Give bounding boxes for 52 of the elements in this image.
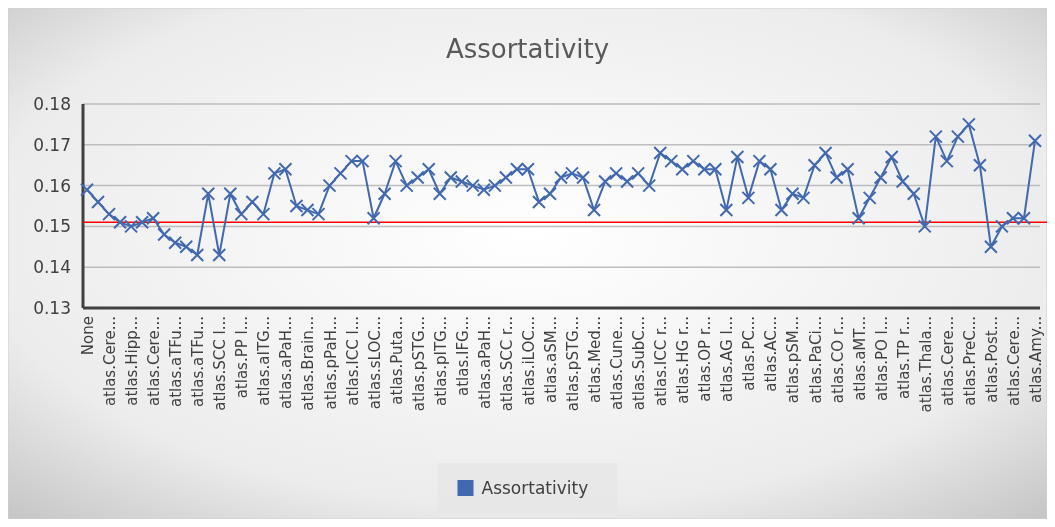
- x-tick-label: atlas.Med...: [586, 316, 605, 404]
- x-tick-label: atlas.Cere...: [1004, 316, 1023, 407]
- y-tick-label: 0.14: [33, 257, 71, 278]
- x-tick-label: atlas.IFG...: [453, 316, 472, 396]
- x-tick-label: atlas.PO l...: [872, 316, 891, 402]
- y-tick-label: 0.16: [33, 175, 71, 196]
- chart-title: Assortativity: [445, 34, 610, 64]
- x-tick-label: atlas.aITG...: [255, 316, 274, 406]
- x-tick-label: atlas.OP r...: [696, 316, 715, 402]
- x-tick-label: atlas.pSM...: [784, 316, 803, 404]
- x-tick-label: atlas.PaCi...: [806, 316, 825, 404]
- x-tick-label: atlas.PP l...: [233, 316, 252, 399]
- x-tick-label: atlas.CO r...: [828, 316, 847, 404]
- x-tick-label: atlas.aSM...: [541, 316, 560, 403]
- x-tick-label: atlas.pSTG...: [564, 316, 583, 412]
- x-tick-label: atlas.pPaH...: [321, 316, 340, 410]
- x-tick-label: atlas.AC...: [762, 316, 781, 392]
- y-tick-label: 0.17: [33, 134, 71, 155]
- x-tick-label: atlas.aPaH...: [475, 316, 494, 410]
- x-tick-label: atlas.TP r...: [894, 316, 913, 400]
- x-tick-label: atlas.HG r...: [674, 316, 693, 404]
- y-tick-label: 0.13: [33, 297, 71, 318]
- x-tick-label: atlas.pSTG...: [409, 316, 428, 412]
- x-tick-label: atlas.Amy...: [1027, 316, 1045, 403]
- x-tick-label: atlas.Post...: [982, 316, 1001, 403]
- x-tick-label: atlas.SCC r...: [497, 316, 516, 412]
- x-tick-label: atlas.SubC...: [630, 316, 649, 411]
- x-tick-label: atlas.AG l...: [718, 316, 737, 402]
- x-tick-label: atlas.Cere...: [938, 316, 957, 407]
- x-tick-label: atlas.aTFu...: [189, 316, 208, 407]
- x-tick-label: atlas.aMT...: [850, 316, 869, 401]
- x-tick-label: atlas.PreC...: [960, 316, 979, 406]
- x-tick-label: atlas.Cere...: [101, 316, 120, 407]
- x-tick-label: atlas.iLOC...: [519, 316, 538, 406]
- x-tick-label: atlas.Hipp...: [123, 316, 142, 406]
- x-tick-label: atlas.Thala...: [916, 316, 935, 413]
- x-tick-label: atlas.Cune...: [608, 316, 627, 411]
- x-tick-label: atlas.pITG...: [431, 316, 450, 407]
- y-tick-label: 0.15: [33, 216, 71, 237]
- y-tick-label: 0.18: [33, 93, 71, 114]
- x-tick-label: atlas.ICC l...: [343, 316, 362, 406]
- x-tick-label: atlas.Brain...: [299, 316, 318, 411]
- legend-label: Assortativity: [481, 477, 589, 498]
- x-tick-label: atlas.ICC r...: [652, 316, 671, 407]
- x-tick-label: atlas.PC...: [740, 316, 759, 391]
- x-tick-label: atlas.Cere...: [145, 316, 164, 407]
- x-tick-label: atlas.Puta...: [387, 316, 406, 405]
- x-tick-label: atlas.sLOC...: [365, 316, 384, 410]
- x-tick-label: atlas.SCC l...: [211, 316, 230, 411]
- x-tick-label: atlas.aPaH...: [277, 316, 296, 410]
- x-tick-label: atlas.aTFu...: [167, 316, 186, 407]
- x-tick-label: None: [79, 316, 97, 356]
